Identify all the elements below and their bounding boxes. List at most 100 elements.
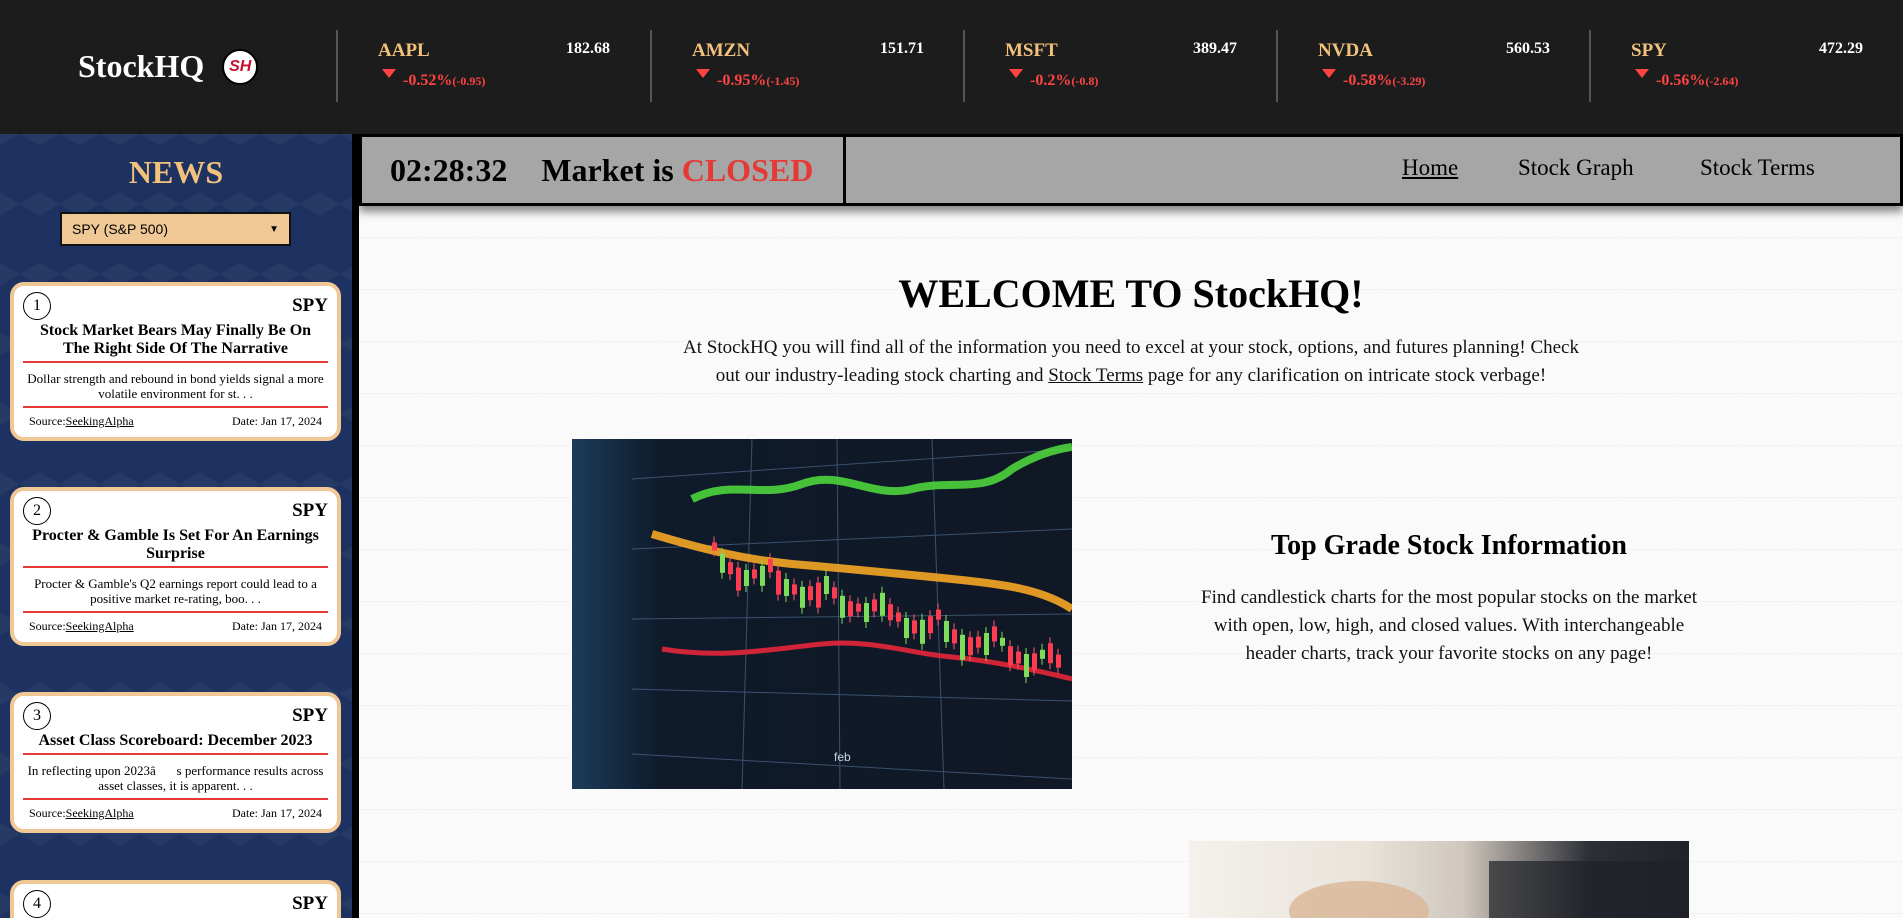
card-source-label: Source: [29, 619, 66, 633]
card-title[interactable]: Stock Market Bears May Finally Be On The… [23, 320, 328, 363]
nav-stock-graph[interactable]: Stock Graph [1518, 155, 1634, 180]
ticker-symbol: AAPL [378, 40, 430, 61]
ticker-spy[interactable]: SPY 472.29 -0.56% (-2.64) [1589, 30, 1903, 102]
card-title[interactable]: Procter & Gamble Is Set For An Earnings … [23, 525, 328, 568]
candle-body [712, 542, 717, 551]
market-status: Market is CLOSED [541, 152, 813, 189]
ticker-price: 472.29 [1819, 40, 1863, 57]
ticker-change-abs: (-1.45) [766, 74, 800, 88]
down-arrow-icon [1009, 69, 1023, 78]
candle-body [1040, 649, 1045, 659]
clock: 02:28:32 [390, 151, 508, 188]
news-title: NEWS [128, 154, 224, 190]
ticker-change: -0.2% (-0.8) [1009, 69, 1098, 90]
welcome-text-part: At StockHQ you will find all of the info… [683, 337, 1579, 386]
ticker-symbol: AMZN [692, 40, 751, 61]
card-source: Source:SeekingAlpha [29, 414, 134, 429]
down-arrow-icon [1635, 69, 1649, 78]
down-arrow-icon [696, 69, 710, 78]
candle-body [968, 637, 973, 656]
candle-body [744, 570, 749, 586]
candle-body [1056, 654, 1061, 668]
stock-terms-link[interactable]: Stock Terms [1048, 365, 1144, 386]
news-ticker-select[interactable]: SPY (S&P 500) ▼ [60, 212, 291, 246]
candle-body [848, 601, 853, 617]
ticker-change-abs: (-2.64) [1705, 74, 1739, 88]
card-ticker: SPY [292, 705, 328, 726]
candle-body [752, 569, 757, 579]
news-card[interactable]: 3 SPY Asset Class Scoreboard: December 2… [10, 692, 341, 833]
card-description: In reflecting upon 2023âs performance … [23, 755, 328, 800]
ticker-change: -0.52% (-0.95) [382, 69, 486, 90]
candle-body [880, 592, 885, 616]
candle-body [984, 633, 989, 655]
news-card[interactable]: 2 SPY Procter & Gamble Is Set For An Ear… [10, 487, 341, 646]
ticker-change-abs: (-0.95) [452, 74, 486, 88]
card-date: Date: Jan 17, 2024 [232, 414, 322, 428]
candle-body [800, 586, 805, 608]
feature-title: Top Grade Stock Information [1270, 530, 1627, 561]
brand[interactable]: StockHQ SH [78, 48, 259, 85]
ticker-nvda[interactable]: NVDA 560.53 -0.58% (-3.29) [1276, 30, 1590, 102]
ticker-price: 182.68 [566, 40, 610, 57]
card-number: 1 [23, 292, 51, 320]
brand-name[interactable]: StockHQ [78, 48, 205, 84]
ticker-symbol: SPY [1631, 40, 1667, 61]
candle-body [992, 626, 997, 642]
down-arrow-icon [382, 69, 396, 78]
chart-axis-label: feb [834, 750, 851, 764]
candle-body [936, 609, 941, 620]
welcome-text: At StockHQ you will find all of the info… [671, 334, 1591, 390]
news-card[interactable]: 1 SPY Stock Market Bears May Finally Be … [10, 282, 341, 441]
news-sidebar: NEWS SPY (S&P 500) ▼ 1 SPY Stock Market … [0, 134, 352, 918]
card-source-link[interactable]: SeekingAlpha [65, 806, 134, 820]
card-source: Source:SeekingAlpha [29, 619, 134, 634]
card-description: Dollar strength and rebound in bond yiel… [23, 363, 328, 408]
news-card[interactable]: 4 SPY [10, 880, 341, 918]
ticker-change-abs: (-3.29) [1392, 74, 1426, 88]
card-number: 2 [23, 497, 51, 525]
ticker-amzn[interactable]: AMZN 151.71 -0.95% (-1.45) [650, 30, 964, 102]
candle-body [888, 604, 893, 621]
candle-body [784, 579, 789, 596]
ticker-aapl[interactable]: AAPL 182.68 -0.52% (-0.95) [336, 30, 650, 102]
news-select-value: SPY (S&P 500) [72, 221, 168, 237]
card-source-label: Source: [29, 806, 66, 820]
candle-body [944, 621, 949, 642]
candle-body [1008, 646, 1013, 666]
ticker-change: -0.56% (-2.64) [1635, 69, 1739, 90]
card-date: Date: Jan 17, 2024 [232, 619, 322, 633]
ticker-change-pct: -0.2% [1030, 72, 1072, 89]
candle-body [1032, 653, 1037, 670]
stock-chart-image: feb [572, 439, 1072, 789]
welcome-title: WELCOME TO StockHQ! [898, 271, 1364, 316]
ticker-price: 560.53 [1506, 40, 1550, 57]
ticker-change-pct: -0.95% [717, 72, 767, 89]
candle-body [896, 612, 901, 622]
candle-body [832, 587, 837, 599]
card-source: Source:SeekingAlpha [29, 806, 134, 821]
card-number: 3 [23, 702, 51, 730]
nav-home[interactable]: Home [1402, 155, 1459, 180]
candle-body [776, 570, 781, 595]
candle-body [1024, 654, 1029, 677]
candlesticks [712, 536, 1061, 683]
card-title[interactable]: Asset Class Scoreboard: December 2023 [23, 730, 328, 755]
ticker-symbol: NVDA [1318, 40, 1373, 61]
nav-stock-terms[interactable]: Stock Terms [1700, 155, 1815, 180]
card-description: Procter & Gamble's Q2 earnings report co… [23, 568, 328, 613]
card-date: Date: Jan 17, 2024 [232, 806, 322, 820]
card-source-link[interactable]: SeekingAlpha [65, 414, 134, 428]
candle-body [864, 603, 869, 622]
ticker-change-pct: -0.52% [403, 72, 453, 89]
card-source-link[interactable]: SeekingAlpha [65, 619, 134, 633]
ticker-price: 151.71 [880, 40, 924, 57]
brand-logo[interactable]: SH [222, 48, 259, 85]
candle-body [1016, 651, 1021, 664]
candle-body [792, 584, 797, 595]
sidebar-divider [352, 134, 359, 918]
candle-body [920, 619, 925, 644]
ticker-msft[interactable]: MSFT 389.47 -0.2% (-0.8) [963, 30, 1277, 102]
candle-body [768, 559, 773, 573]
candle-body [904, 618, 909, 638]
